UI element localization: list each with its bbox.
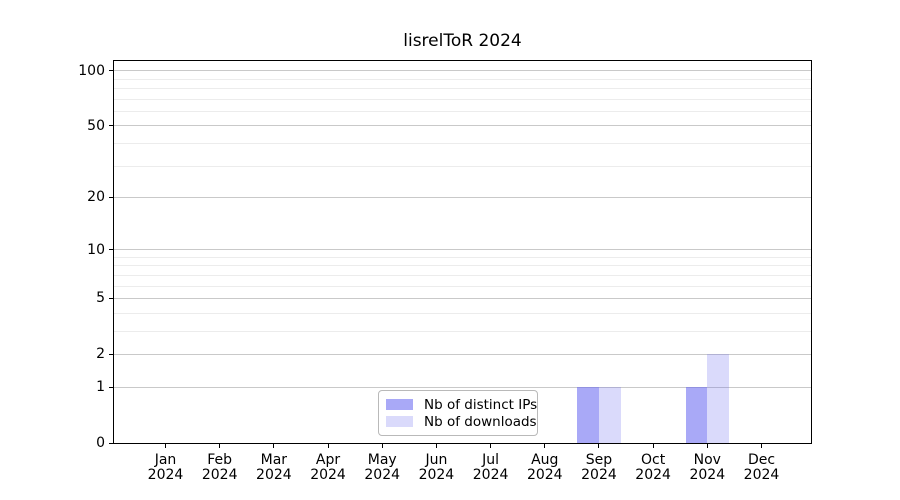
x-tick-month: Nov bbox=[693, 452, 721, 468]
x-tick-year: 2024 bbox=[418, 467, 455, 483]
x-tick-mark bbox=[327, 444, 329, 448]
x-tick-year: 2024 bbox=[147, 467, 184, 483]
x-tick-year: 2024 bbox=[526, 467, 563, 483]
minor-gridline bbox=[114, 330, 811, 332]
minor-gridline bbox=[114, 142, 811, 144]
major-gridline bbox=[114, 196, 811, 198]
x-tick-mark bbox=[381, 444, 383, 448]
minor-gridline bbox=[114, 165, 811, 167]
x-tick-label: Apr 2024 bbox=[296, 453, 360, 483]
minor-gridline bbox=[114, 78, 811, 80]
x-tick-year: 2024 bbox=[689, 467, 726, 483]
legend-item-downloads: Nb of downloads bbox=[386, 414, 537, 430]
bar-downloads bbox=[707, 354, 729, 443]
x-tick-year: 2024 bbox=[743, 467, 780, 483]
y-tick-label: 10 bbox=[87, 241, 105, 258]
x-tick-month: Dec bbox=[747, 452, 776, 468]
y-tick-label: 2 bbox=[96, 346, 105, 363]
major-gridline bbox=[114, 70, 811, 72]
y-tick-label: 0 bbox=[96, 435, 105, 451]
legend-item-distinct-ips: Nb of distinct IPs bbox=[386, 397, 537, 413]
major-gridline bbox=[114, 249, 811, 251]
x-tick-year: 2024 bbox=[201, 467, 238, 483]
y-tick-mark bbox=[109, 249, 113, 251]
major-gridline bbox=[114, 125, 811, 127]
y-tick-label: 1 bbox=[96, 379, 105, 396]
x-tick-month: Aug bbox=[531, 452, 559, 468]
x-tick-mark bbox=[273, 444, 275, 448]
x-tick-mark bbox=[652, 444, 654, 448]
x-tick-month: Apr bbox=[315, 452, 341, 468]
x-tick-year: 2024 bbox=[581, 467, 617, 483]
major-gridline bbox=[114, 386, 811, 388]
y-tick-mark bbox=[109, 386, 113, 388]
minor-gridline bbox=[114, 274, 811, 276]
bar-downloads bbox=[598, 387, 621, 443]
x-tick-label: Aug 2024 bbox=[513, 453, 577, 483]
bar-distinct-ips bbox=[577, 387, 599, 443]
x-tick-label: Jul 2024 bbox=[459, 453, 523, 483]
y-tick-mark bbox=[109, 353, 113, 355]
x-tick-label: Oct 2024 bbox=[621, 453, 685, 483]
x-tick-label: May 2024 bbox=[350, 453, 414, 483]
x-tick-month: Jun bbox=[425, 452, 448, 468]
distinct-ips-swatch bbox=[386, 399, 413, 410]
y-tick-mark bbox=[109, 125, 113, 127]
y-tick-mark bbox=[109, 70, 113, 72]
y-tick-label: 100 bbox=[78, 62, 105, 79]
major-gridline bbox=[114, 353, 811, 355]
x-tick-label: Feb 2024 bbox=[188, 453, 252, 483]
x-tick-year: 2024 bbox=[256, 467, 292, 483]
bar-distinct-ips bbox=[685, 387, 708, 443]
minor-gridline bbox=[114, 256, 811, 258]
x-tick-month: Sep bbox=[585, 452, 613, 468]
x-tick-year: 2024 bbox=[310, 467, 346, 483]
major-gridline bbox=[114, 297, 811, 299]
x-tick-mark bbox=[761, 444, 762, 448]
x-tick-month: Feb bbox=[207, 452, 233, 468]
x-tick-month: Oct bbox=[641, 452, 666, 468]
x-tick-year: 2024 bbox=[472, 467, 509, 483]
downloads-label: Nb of downloads bbox=[424, 413, 537, 430]
x-tick-label: Mar 2024 bbox=[242, 453, 306, 483]
minor-gridline bbox=[114, 88, 811, 90]
x-tick-mark bbox=[165, 444, 166, 448]
distinct-ips-label: Nb of distinct IPs bbox=[424, 396, 538, 413]
minor-gridline bbox=[114, 285, 811, 287]
chart-title: lisrelToR 2024 bbox=[403, 31, 522, 51]
x-tick-mark bbox=[598, 444, 600, 448]
minor-gridline bbox=[114, 265, 811, 267]
x-tick-year: 2024 bbox=[635, 467, 671, 483]
y-tick-mark bbox=[109, 196, 113, 198]
y-tick-label: 20 bbox=[87, 189, 105, 206]
x-tick-mark bbox=[544, 444, 546, 448]
minor-gridline bbox=[114, 110, 811, 112]
x-tick-month: Mar bbox=[260, 452, 288, 468]
x-tick-month: Jul bbox=[482, 452, 500, 468]
x-tick-mark bbox=[435, 444, 437, 448]
x-tick-mark bbox=[219, 444, 221, 448]
x-tick-label: Dec 2024 bbox=[730, 453, 794, 483]
plot-area: Nb of distinct IPs Nb of downloads bbox=[113, 60, 812, 444]
x-tick-label: Jan 2024 bbox=[134, 453, 198, 483]
y-tick-mark bbox=[109, 442, 113, 444]
x-tick-label: Jun 2024 bbox=[404, 453, 468, 483]
y-tick-label: 5 bbox=[96, 290, 105, 307]
x-tick-mark bbox=[490, 444, 492, 448]
x-tick-label: Sep 2024 bbox=[567, 453, 631, 483]
x-tick-mark bbox=[706, 444, 708, 448]
x-tick-month: Jan bbox=[154, 452, 177, 468]
x-tick-label: Nov 2024 bbox=[675, 453, 739, 483]
minor-gridline bbox=[114, 312, 811, 314]
x-tick-month: May bbox=[367, 452, 397, 468]
x-tick-year: 2024 bbox=[364, 467, 401, 483]
downloads-swatch bbox=[386, 416, 413, 427]
minor-gridline bbox=[114, 98, 811, 100]
y-tick-label: 50 bbox=[87, 117, 105, 134]
y-tick-mark bbox=[109, 297, 113, 299]
legend: Nb of distinct IPs Nb of downloads bbox=[378, 390, 538, 436]
